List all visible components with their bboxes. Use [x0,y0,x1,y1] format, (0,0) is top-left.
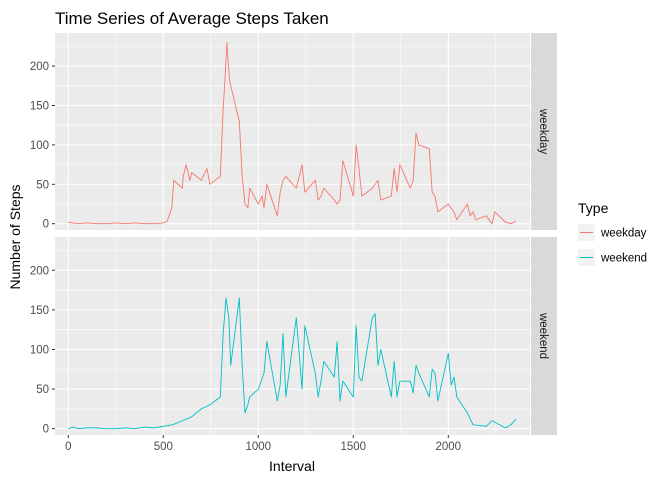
legend-title: Type [578,200,609,216]
facet-strip [531,33,557,230]
y-tick-label: 150 [30,305,49,317]
facet-panel-weekend: 0 50 100 150 200 weekend [30,237,557,436]
series-line-weekend [68,297,517,430]
x-axis-title: Interval [269,458,315,474]
y-tick-label: 0 [43,219,49,231]
y-tick-label: 100 [30,344,49,356]
x-tick-label: 2000 [436,441,462,453]
y-tick-label: 0 [43,424,49,436]
legend-item-weekend: weekend [578,249,647,266]
y-tick-label: 50 [36,179,49,191]
x-tick-label: 0 [65,441,71,453]
facet-strip [531,237,557,435]
legend-item-weekday: weekday [578,224,647,241]
facet-panels: 0 50 100 150 200 weekday 0 50 100 150 200 weekend [30,33,557,436]
y-tick-label: 200 [30,61,49,73]
legend: Type weekday weekend [578,200,647,266]
legend-label: weekday [600,228,647,240]
chart-title: Time Series of Average Steps Taken [55,9,329,28]
facet-strip-label: weekday [537,108,549,155]
panel-background [55,237,530,435]
facet-panel-weekday: 0 50 100 150 200 weekday [30,33,557,231]
facet-strip-label: weekend [537,312,549,359]
x-axis: 0 500 1000 1500 2000 [65,435,461,453]
series-line-weekday [68,42,516,225]
panel-background [55,33,530,230]
x-tick-label: 1000 [246,441,272,453]
y-axis-title: Number of Steps [7,184,23,289]
y-tick-label: 200 [30,265,49,277]
y-tick-label: 100 [30,140,49,152]
y-tick-label: 50 [36,384,49,396]
legend-label: weekend [600,253,647,265]
x-tick-label: 500 [154,441,173,453]
y-tick-label: 150 [30,100,49,112]
x-tick-label: 1500 [341,441,367,453]
